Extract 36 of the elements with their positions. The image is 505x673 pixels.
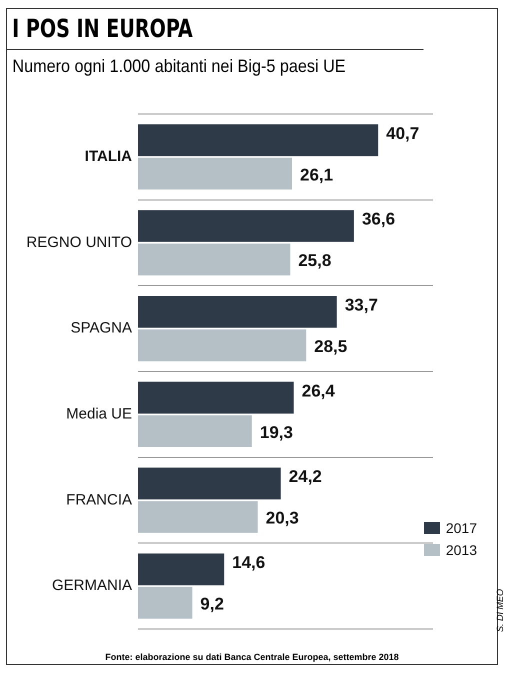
bar — [138, 382, 294, 414]
y-tick-label: FRANCIA — [66, 491, 132, 508]
y-tick-label: GERMANIA — [52, 577, 132, 594]
chart-subtitle: Numero ogni 1.000 abitanti nei Big-5 paesi UE — [11, 55, 347, 78]
data-label: 9,2 — [200, 594, 224, 614]
bar — [138, 124, 378, 156]
legend-label: 2013 — [446, 542, 477, 558]
data-label: 28,5 — [314, 337, 348, 356]
bar — [138, 553, 224, 586]
bar — [138, 415, 252, 448]
source-note: Fonte: elaborazione su dati Banca Centrale Europea, settembre 2018 — [104, 652, 400, 662]
legend-label: 2017 — [446, 520, 477, 536]
data-label: 40,7 — [386, 124, 420, 143]
bar — [138, 158, 292, 190]
bar — [138, 468, 281, 500]
text: S. DI MEO — [495, 589, 505, 632]
data-label: 36,6 — [362, 210, 396, 229]
data-label: 25,8 — [298, 251, 332, 270]
y-tick-label: Media UE — [66, 406, 132, 423]
bar — [138, 210, 354, 242]
data-label: 20,3 — [266, 508, 299, 528]
y-tick-label: ITALIA — [84, 148, 132, 166]
chart-title: I POS IN EUROPA — [7, 9, 424, 50]
y-tick-label: SPAGNA — [70, 320, 132, 337]
data-label: 24,2 — [288, 467, 322, 486]
data-label: 26,4 — [302, 381, 336, 400]
data-label: 33,7 — [344, 296, 378, 315]
bar — [138, 586, 192, 619]
y-tick-label: REGNO UNITO — [26, 234, 132, 251]
data-label: 14,6 — [232, 553, 266, 572]
data-label: 26,1 — [300, 165, 334, 184]
bar — [138, 296, 337, 328]
bar — [138, 501, 258, 533]
bar — [138, 244, 290, 276]
bar — [138, 329, 306, 362]
data-label: 19,3 — [260, 422, 293, 442]
